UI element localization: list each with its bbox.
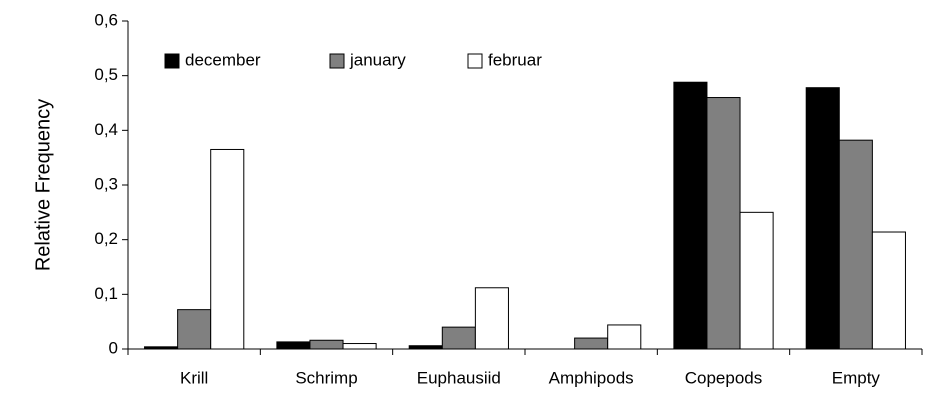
bar	[177, 309, 212, 350]
x-tick-label: Copepods	[685, 368, 763, 387]
bar	[408, 345, 443, 350]
y-tick-label: 0,4	[94, 120, 118, 139]
x-tick-label: Amphipods	[549, 368, 634, 387]
y-tick-label: 0,2	[94, 229, 118, 248]
bar	[574, 337, 609, 350]
legend-swatch	[329, 53, 345, 69]
bar	[805, 87, 840, 350]
y-tick-label: 0,5	[94, 65, 118, 84]
bar	[309, 339, 344, 350]
bar	[673, 81, 708, 350]
bar	[474, 287, 509, 350]
y-axis-title: Relative Frequency	[32, 99, 54, 271]
legend-swatch	[467, 53, 483, 69]
bar	[739, 211, 774, 350]
bar	[276, 341, 311, 350]
legend-label: january	[349, 50, 406, 69]
y-tick-label: 0	[109, 338, 118, 357]
bar	[144, 346, 179, 350]
bar	[871, 231, 906, 350]
legend-label: december	[185, 50, 261, 69]
bar	[607, 324, 642, 350]
x-tick-label: Schrimp	[295, 368, 357, 387]
x-tick-label: Krill	[180, 368, 208, 387]
y-tick-label: 0,3	[94, 174, 118, 193]
bar	[441, 326, 476, 350]
x-tick-label: Euphausiid	[417, 368, 501, 387]
legend-label: februar	[488, 50, 542, 69]
bar	[210, 148, 245, 350]
bar	[342, 343, 377, 350]
x-tick-label: Empty	[832, 368, 881, 387]
bar	[706, 97, 741, 350]
bar	[838, 139, 873, 350]
y-tick-label: 0,1	[94, 284, 118, 303]
legend-swatch	[164, 53, 180, 69]
y-tick-label: 0,6	[94, 10, 118, 29]
